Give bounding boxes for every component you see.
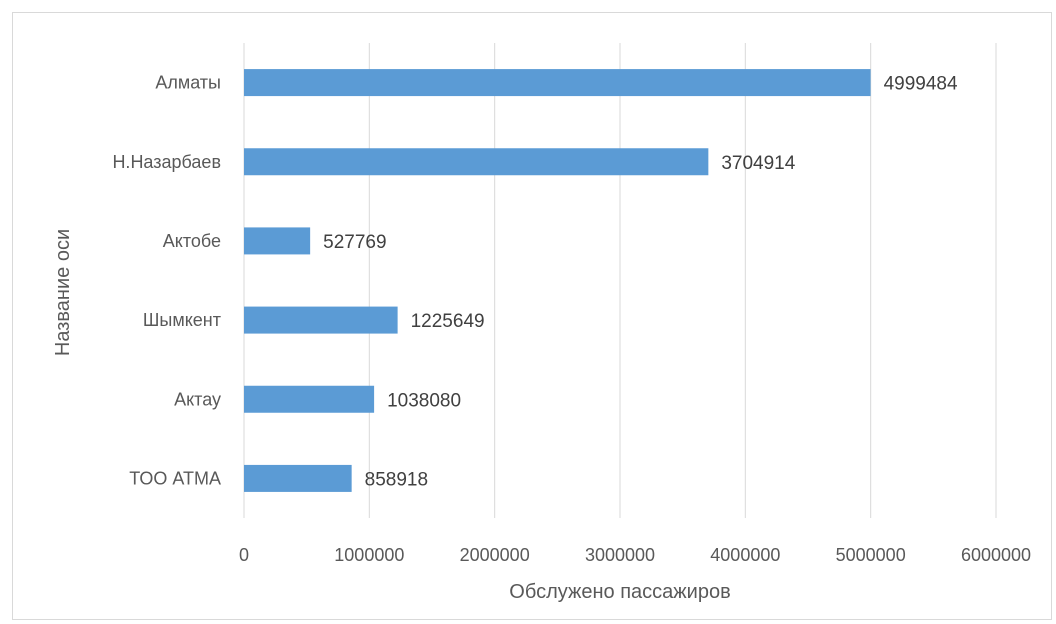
category-label: Алматы — [155, 73, 221, 93]
category-label: Актобе — [163, 231, 221, 251]
x-tick-label: 0 — [239, 545, 249, 565]
x-tick-labels: 0 1000000 2000000 3000000 4000000 5000000 6000… — [239, 545, 1031, 565]
y-axis-title: Название оси — [52, 229, 74, 356]
data-label: 1225649 — [411, 311, 485, 332]
x-tick-label: 4000000 — [710, 545, 780, 565]
x-tick-label: 3000000 — [585, 545, 655, 565]
chart-frame: Алматы Н.Назарбаев Актобе Шымкент Актау ТОО А… — [12, 12, 1052, 620]
bar — [244, 464, 352, 492]
x-tick-label: 1000000 — [334, 545, 404, 565]
category-label: Актау — [174, 389, 221, 409]
data-label: 858918 — [365, 469, 428, 490]
x-tick-label: 2000000 — [460, 545, 530, 565]
data-label: 1038080 — [387, 390, 461, 411]
bars — [244, 69, 871, 492]
bar — [244, 385, 375, 413]
bar — [244, 306, 398, 334]
data-label: 3704914 — [721, 153, 795, 174]
x-axis-title: Обслужено пассажиров — [509, 581, 730, 603]
category-label: ТОО АТМА — [129, 468, 221, 488]
bar — [244, 227, 311, 255]
category-label: Шымкент — [143, 310, 221, 330]
category-label: Н.Назарбаев — [112, 152, 221, 172]
bar — [244, 148, 709, 176]
data-labels: 4999484 3704914 527769 1225649 1038080 858918 — [323, 74, 958, 491]
category-labels: Алматы Н.Назарбаев Актобе Шымкент Актау ТОО А… — [112, 73, 221, 489]
bar — [244, 69, 871, 97]
x-tick-label: 5000000 — [836, 545, 906, 565]
data-label: 4999484 — [884, 74, 958, 95]
gridlines — [243, 43, 997, 518]
data-label: 527769 — [323, 232, 386, 253]
x-tick-label: 6000000 — [961, 545, 1031, 565]
bar-chart: Алматы Н.Назарбаев Актобе Шымкент Актау ТОО А… — [52, 43, 1031, 603]
